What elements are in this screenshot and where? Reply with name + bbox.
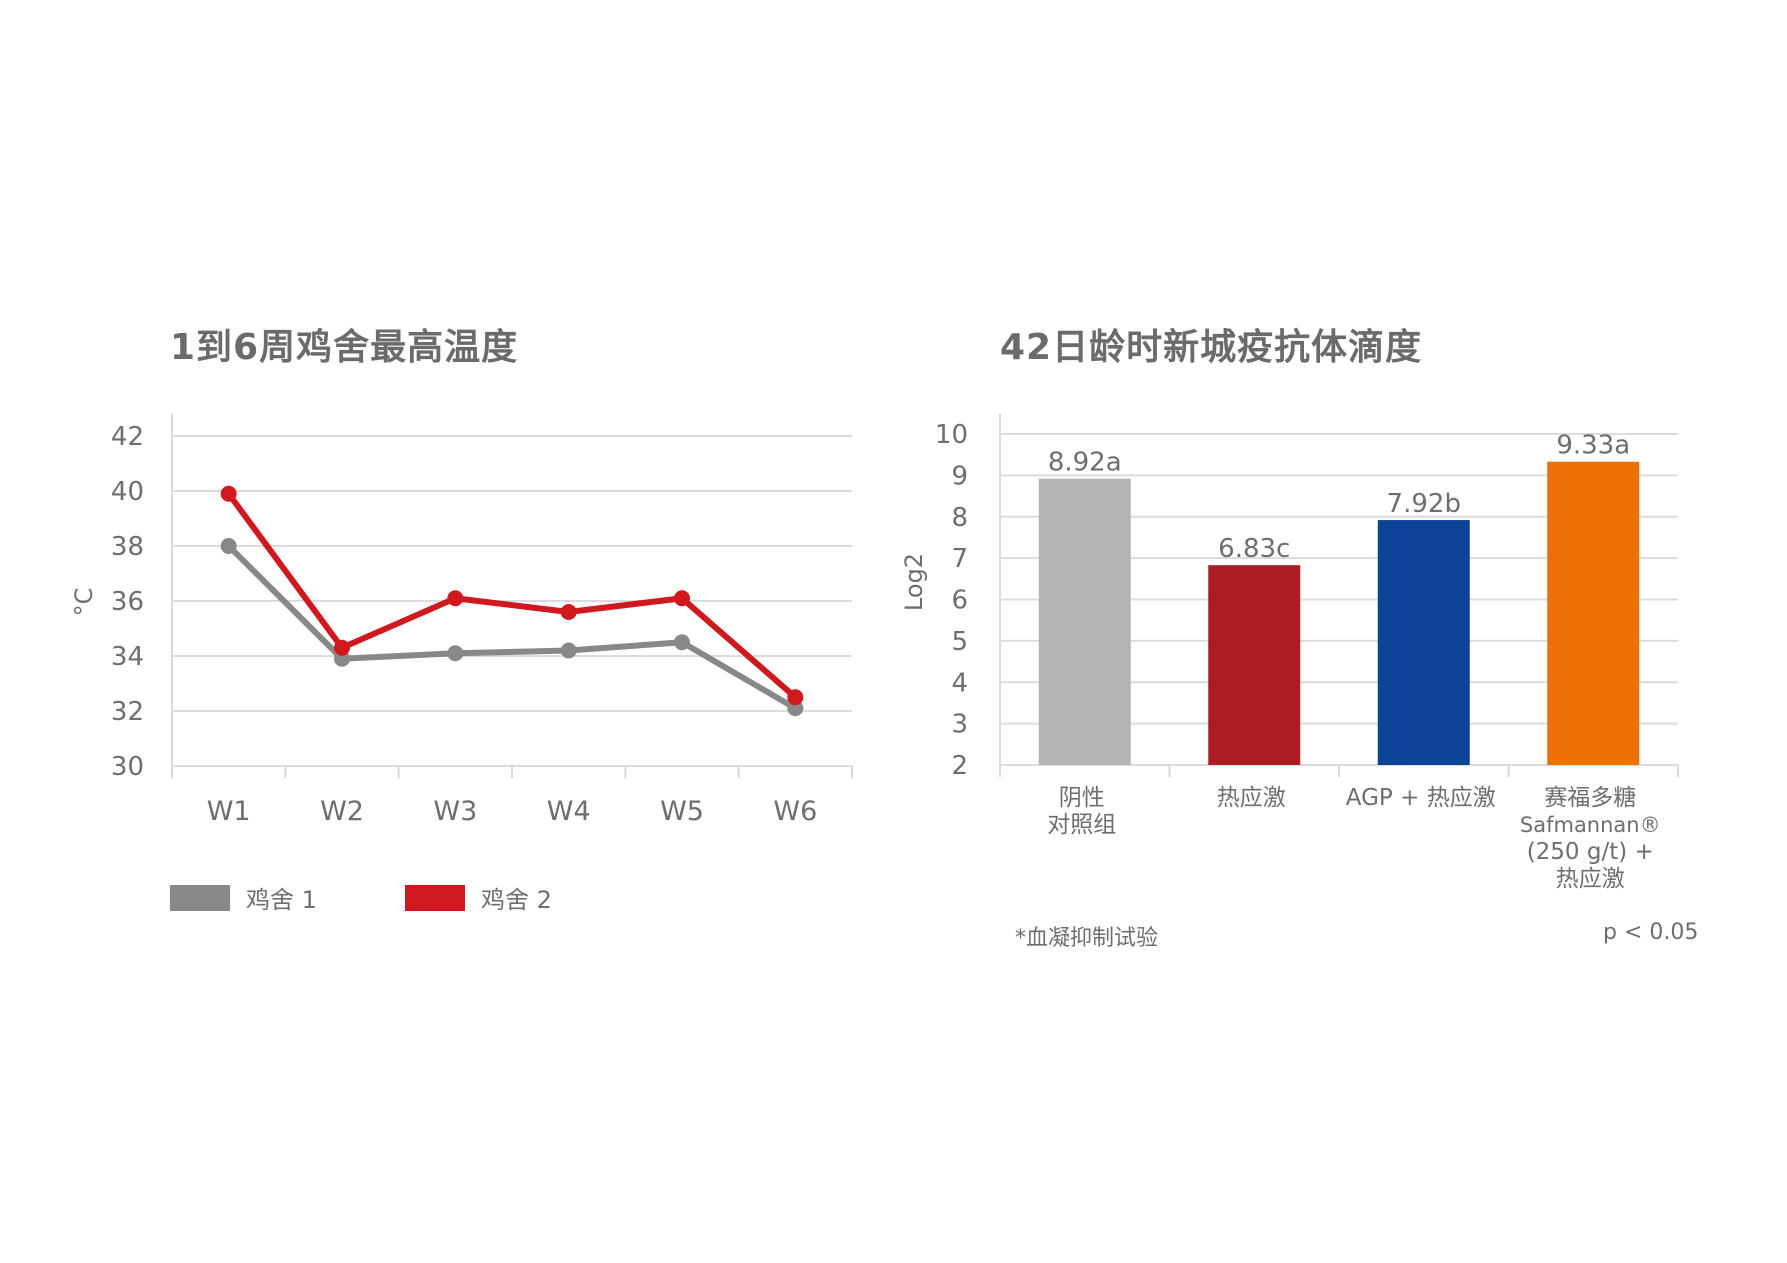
y-tick-label: 30	[111, 752, 144, 782]
y-tick-label: 36	[111, 587, 144, 617]
data-point	[220, 485, 237, 502]
y-tick-label: 2	[951, 751, 968, 781]
bar	[1208, 565, 1301, 765]
legend-label: 鸡舍 2	[481, 886, 552, 914]
y-tick-label: 34	[111, 642, 144, 672]
data-point	[560, 604, 577, 620]
x-tick-label: AGP + 热应激	[1346, 785, 1496, 811]
data-point	[787, 700, 804, 717]
y-tick-label: 5	[951, 627, 968, 657]
data-point	[447, 645, 464, 662]
y-tick-label: 9	[951, 461, 968, 491]
data-point	[560, 642, 577, 659]
data-point	[447, 590, 464, 607]
x-tick-label: W1	[207, 796, 251, 827]
y-tick-label: 38	[111, 532, 144, 562]
legend-item-series-2: 鸡舍 2	[405, 880, 552, 915]
x-tick-label: W4	[547, 796, 591, 827]
legend-item-series-1: 鸡舍 1	[170, 880, 317, 915]
y-axis-label: °C	[70, 588, 98, 617]
data-label: 8.92a	[1048, 448, 1122, 478]
x-tick-label: (250 g/t) +	[1527, 839, 1654, 865]
y-tick-label: 7	[951, 544, 968, 574]
x-tick-label: W5	[660, 796, 704, 827]
data-label: 7.92b	[1387, 489, 1461, 519]
x-tick-label: 阴性	[1059, 785, 1105, 811]
bar	[1377, 520, 1470, 765]
series-line-1	[226, 543, 797, 711]
y-tick-label: 42	[111, 422, 144, 452]
legend-swatch	[405, 884, 465, 911]
footnote: *血凝抑制试验	[1015, 926, 1159, 951]
x-tick-label: 热应激	[1556, 866, 1625, 892]
significance-note: p < 0.05	[1603, 920, 1699, 945]
line-chart-title: 1到6周鸡舍最高温度	[170, 327, 519, 368]
data-label: 9.33a	[1556, 431, 1630, 461]
y-tick-label: 4	[951, 668, 968, 698]
bar	[1038, 478, 1131, 765]
x-tick-label: W2	[320, 796, 364, 827]
bar	[1547, 461, 1640, 765]
data-point	[787, 689, 804, 706]
bar-chart-title: 42日龄时新城疫抗体滴度	[1000, 327, 1423, 368]
y-tick-label: 10	[935, 420, 968, 450]
y-tick-label: 32	[111, 697, 144, 727]
x-tick-label: 对照组	[1047, 812, 1116, 838]
series-line-2	[226, 491, 798, 700]
y-axis-label: Log2	[900, 553, 928, 611]
data-point	[334, 650, 350, 667]
x-tick-label: Safmannan®	[1520, 813, 1661, 837]
data-point	[674, 634, 690, 651]
y-tick-label: 6	[951, 586, 968, 616]
y-tick-label: 40	[111, 477, 144, 507]
data-point	[334, 639, 350, 656]
x-tick-label: W3	[433, 796, 477, 827]
data-point	[220, 538, 237, 554]
x-tick-label: W6	[773, 796, 817, 827]
x-tick-label: 热应激	[1217, 785, 1286, 811]
y-tick-label: 3	[951, 710, 968, 740]
y-tick-label: 8	[951, 503, 968, 533]
data-point	[674, 590, 690, 607]
legend-swatch	[170, 884, 230, 911]
data-label: 6.83c	[1218, 534, 1290, 564]
legend-label: 鸡舍 1	[246, 886, 317, 914]
x-tick-label: 赛福多糖	[1544, 785, 1636, 811]
